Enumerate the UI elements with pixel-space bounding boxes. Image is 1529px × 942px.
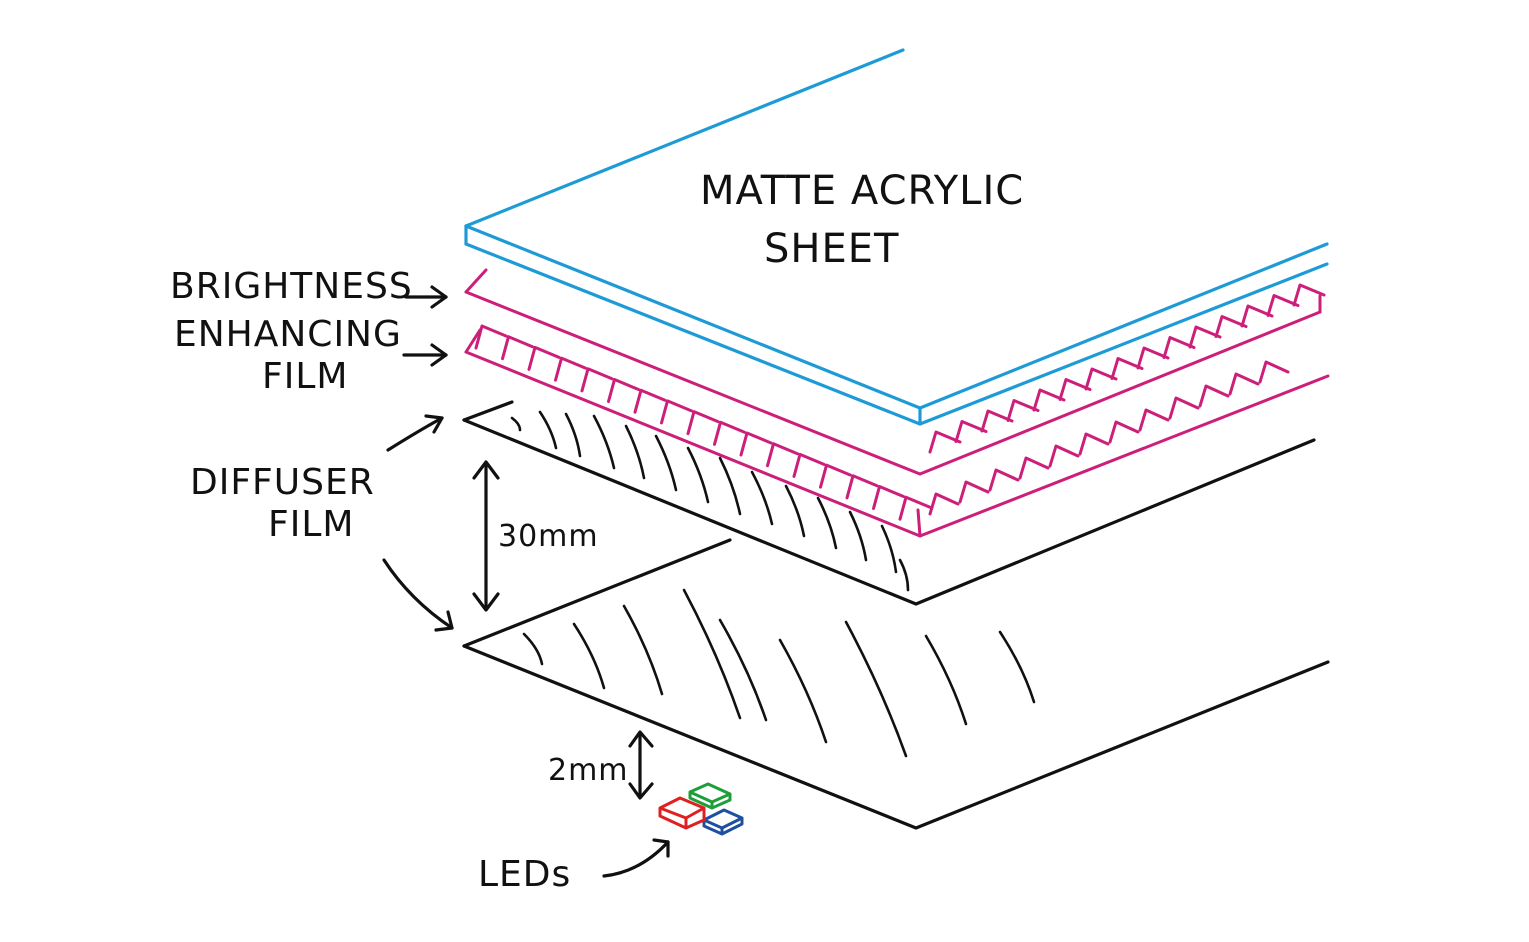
prism-ridge [660, 399, 693, 425]
led-icon [658, 782, 744, 836]
hatch-stroke [592, 414, 616, 470]
prism-ridge [474, 324, 508, 350]
hatch-stroke [510, 416, 522, 432]
hatch-stroke [880, 524, 898, 574]
prism-ridge [1078, 432, 1110, 456]
led-red [658, 796, 706, 830]
prism-ridge [1198, 384, 1230, 408]
prism-ridge [1110, 357, 1144, 380]
acrylic-sheet [464, 48, 1329, 426]
bef-film-lower [464, 328, 1330, 538]
bef-label-line1: BRIGHTNESS [170, 266, 413, 307]
diffuser-film-lower [462, 538, 1330, 830]
bef-label-line3: FILM [262, 356, 348, 397]
prism-ridge [1018, 456, 1050, 480]
prism-ridge [739, 431, 773, 457]
prism-ridge [898, 495, 932, 521]
prism-ridge [1258, 360, 1290, 384]
prism-ridge [1084, 367, 1118, 391]
diffuser-film-upper [462, 400, 1316, 606]
prism-ridge [988, 468, 1020, 492]
hatch-stroke [816, 496, 838, 550]
hatch-stroke [844, 620, 908, 758]
prism-ridge [713, 420, 746, 446]
hatch-stroke [778, 638, 828, 744]
diffuser-upper-hatch [510, 410, 910, 592]
hatch-stroke [924, 634, 968, 726]
prism-ridge [1006, 399, 1040, 422]
hatch-stroke [682, 588, 742, 720]
prism-ridge [1108, 420, 1140, 444]
double-arrow-icon [472, 460, 500, 612]
prism-ridge [1162, 336, 1196, 359]
prism-ridge [1228, 372, 1260, 396]
hatch-stroke [750, 470, 774, 526]
prism-ridge [607, 378, 640, 403]
prism-ridge [928, 492, 960, 516]
prism-ridge [766, 442, 799, 468]
prism-ridge [819, 463, 852, 489]
arrow-right-icon [404, 285, 448, 309]
prism-ridge [1266, 294, 1300, 317]
hatch-stroke [538, 410, 558, 450]
hatch-stroke [564, 412, 582, 458]
diffuser-lower-hatch [522, 588, 1036, 758]
prism-ridge [1188, 325, 1222, 349]
acrylic-label-line1: MATTE ACRYLIC [700, 168, 1024, 214]
double-arrow-icon [628, 730, 654, 800]
diffuser-label-line2: FILM [268, 504, 354, 545]
prism-ridge [686, 410, 720, 436]
prism-ridge [1138, 408, 1170, 432]
prism-ridge [872, 485, 905, 510]
arrow-right-icon [382, 558, 454, 632]
hatch-stroke [622, 604, 664, 696]
hatch-stroke [718, 456, 742, 516]
hatch-stroke [898, 558, 910, 592]
arrow-right-icon [602, 838, 670, 878]
bef-label-line2: ENHANCING [174, 314, 402, 355]
bef-prisms [474, 283, 1326, 521]
prism-ridge [1048, 444, 1080, 468]
gap-2mm-label: 2mm [548, 753, 629, 788]
led-blue [702, 808, 744, 836]
prism-ridge [1058, 378, 1092, 401]
hatch-stroke [572, 622, 606, 690]
hatch-stroke [522, 632, 544, 666]
hatch-stroke [784, 484, 806, 538]
diffuser-label-line1: DIFFUSER [190, 462, 375, 503]
led-green [688, 782, 732, 810]
arrow-right-icon [402, 343, 448, 367]
acrylic-label-line2: SHEET [764, 226, 899, 272]
prism-ridge [554, 356, 587, 382]
prism-ridge [928, 430, 962, 454]
prism-ridge [1168, 396, 1200, 420]
prism-ridge [980, 409, 1014, 433]
leds-label: LEDs [478, 854, 571, 895]
hatch-stroke [998, 630, 1036, 704]
prism-ridge [954, 420, 988, 443]
prism-ridge [792, 452, 826, 478]
hatch-stroke [848, 510, 868, 562]
prism-ridge [633, 388, 667, 414]
hatch-stroke [624, 424, 646, 480]
prism-ridge [845, 474, 879, 500]
hatch-stroke [686, 446, 710, 504]
prism-ridge [1136, 346, 1170, 370]
prism-ridge [1032, 388, 1066, 412]
prism-ridge [958, 480, 990, 504]
prism-ridge [501, 335, 534, 361]
prism-ridge [580, 367, 614, 393]
prism-ridge [1214, 315, 1248, 338]
gap-30mm-label: 30mm [498, 519, 599, 554]
hatch-stroke [654, 434, 678, 492]
hatch-stroke [718, 618, 768, 722]
arrow-right-icon [386, 414, 444, 452]
prism-ridge [527, 345, 561, 371]
prism-ridge [1240, 304, 1274, 328]
bef-film-upper [464, 268, 1322, 476]
prism-ridge [1292, 283, 1326, 307]
